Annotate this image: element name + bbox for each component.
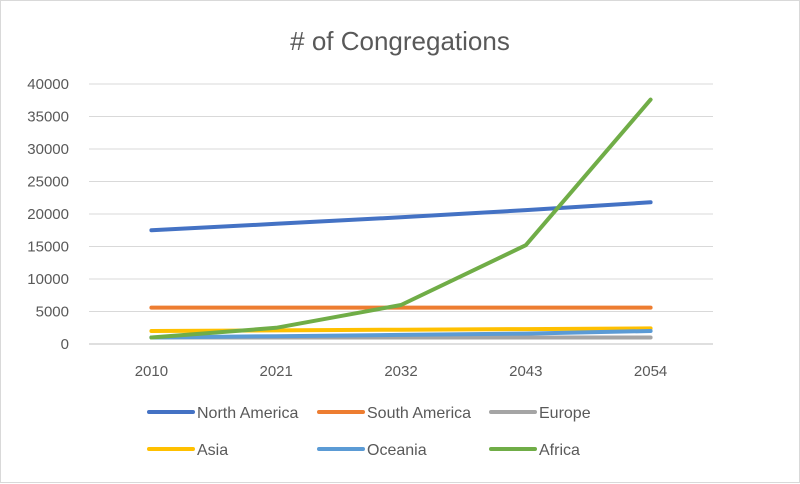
legend-label: Europe — [539, 405, 591, 422]
y-axis-ticks: 0 5000 10000 15000 20000 25000 30000 35000 40000 — [27, 76, 69, 353]
legend-item: Europe — [489, 405, 591, 422]
y-tick-label: 40000 — [27, 76, 69, 93]
legend: North America South America Europe Asia Ocea… — [147, 405, 591, 459]
legend-item: Africa — [489, 442, 580, 459]
y-tick-label: 25000 — [27, 174, 69, 191]
x-tick-label: 2054 — [634, 363, 667, 380]
legend-label: South America — [367, 405, 471, 422]
legend-item: Oceania — [317, 442, 427, 459]
y-tick-label: 0 — [61, 336, 69, 353]
legend-item: North America — [147, 405, 298, 422]
x-tick-label: 2032 — [384, 363, 417, 380]
x-tick-label: 2010 — [135, 363, 168, 380]
legend-label: Africa — [539, 442, 580, 459]
y-tick-label: 20000 — [27, 206, 69, 223]
legend-label: North America — [197, 405, 298, 422]
legend-item: South America — [317, 405, 471, 422]
series-lines — [149, 97, 653, 340]
x-tick-label: 2021 — [260, 363, 293, 380]
chart-title: # of Congregations — [290, 26, 510, 56]
series-line-africa — [149, 97, 653, 340]
legend-label: Oceania — [367, 442, 427, 459]
x-axis-ticks: 2010 2021 2032 2043 2054 — [135, 363, 668, 380]
y-tick-label: 30000 — [27, 141, 69, 158]
y-tick-label: 15000 — [27, 239, 69, 256]
legend-label: Asia — [197, 442, 228, 459]
y-tick-label: 35000 — [27, 109, 69, 126]
series-line-north-america — [149, 200, 653, 233]
x-tick-label: 2043 — [509, 363, 542, 380]
series-line-oceania — [149, 329, 653, 340]
y-tick-label: 5000 — [36, 304, 69, 321]
legend-item: Asia — [147, 442, 228, 459]
y-tick-label: 10000 — [27, 271, 69, 288]
gridlines — [89, 83, 713, 345]
